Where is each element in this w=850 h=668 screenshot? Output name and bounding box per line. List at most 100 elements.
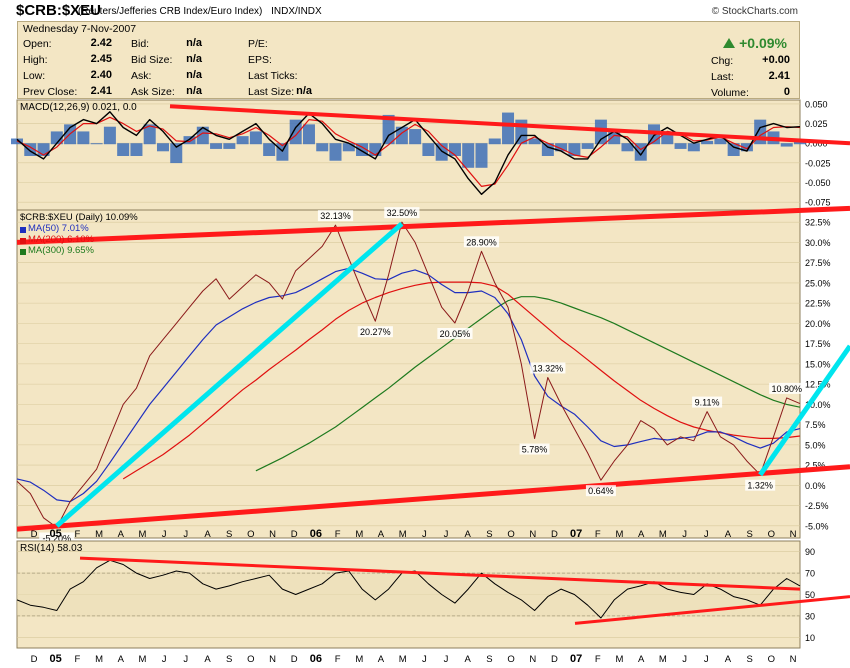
- prev-close-label: Prev Close:: [23, 86, 78, 98]
- x-tick-label: J: [422, 654, 427, 665]
- annotation-bg: [692, 396, 723, 408]
- y-tick-label: 22.5%: [805, 299, 831, 309]
- bid-size-label: Bid Size:: [131, 54, 173, 66]
- low-value: 2.40: [90, 69, 112, 81]
- x-tick-label: 05: [50, 653, 62, 665]
- x-tick-label: M: [659, 529, 667, 540]
- macd-panel: 0.050 0.025 0.000 -0.025 -0.050 -0.075 MACD(12…: [11, 99, 850, 211]
- ask-size-label: Ask Size:: [131, 86, 175, 98]
- last-size-label: Last Size:: [248, 86, 295, 98]
- x-tick-label: J: [183, 529, 188, 540]
- x-tick-label: N: [529, 654, 536, 665]
- macd-histogram-bar: [674, 143, 687, 149]
- annotation-label: 10.80%: [771, 384, 802, 394]
- macd-histogram-bar: [382, 114, 395, 145]
- annotation-bg: [463, 236, 500, 248]
- legend-entry: MA(200) 6.10%: [28, 234, 95, 245]
- annotation-label: 5.78%: [522, 445, 548, 455]
- y-tick-label: -0.075: [805, 198, 831, 208]
- x-tick-label: O: [247, 654, 254, 665]
- y-tick-label: 32.5%: [805, 218, 831, 228]
- prev-close-value: 2.41: [90, 85, 112, 97]
- last-value: 2.41: [768, 70, 790, 82]
- x-tick-label: J: [444, 654, 449, 665]
- x-tick-label: F: [74, 654, 80, 665]
- legend-swatch: [20, 238, 26, 244]
- macd-histogram-bar: [130, 143, 143, 156]
- annotation-label: 32.13%: [320, 211, 351, 221]
- x-tick-label: O: [247, 529, 254, 540]
- macd-histogram-bar: [528, 138, 541, 145]
- y-tick-label: 70: [805, 569, 815, 579]
- x-tick-label: N: [790, 654, 797, 665]
- x-tick-label: J: [422, 529, 427, 540]
- x-tick-label: J: [162, 529, 167, 540]
- annotation-bg: [530, 362, 566, 374]
- x-tick-label: A: [118, 529, 125, 540]
- annotation-label: 28.90%: [466, 237, 497, 247]
- macd-histogram-bar: [77, 131, 90, 145]
- x-tick-label: A: [118, 654, 125, 665]
- annotation-bg: [437, 327, 473, 339]
- annotation-label: 0.64%: [588, 486, 614, 496]
- macd-histogram-bar: [462, 143, 475, 168]
- macd-histogram-bar: [329, 143, 342, 161]
- x-tick-label: J: [183, 654, 188, 665]
- x-tick-label: F: [595, 654, 601, 665]
- up-arrow-icon: [723, 38, 736, 48]
- y-tick-label: 10: [805, 633, 815, 643]
- x-tick-label: M: [399, 654, 407, 665]
- x-tick-label: N: [790, 529, 797, 540]
- x-tick-label: 07: [570, 528, 582, 540]
- chg-value: +0.00: [762, 54, 790, 66]
- y-tick-label: 0.050: [805, 99, 828, 109]
- x-tick-label: D: [291, 654, 298, 665]
- panel-background: [16, 209, 801, 539]
- stats-panel: Wednesday 7-Nov-2007 Open: 2.42 High: 2.…: [17, 21, 800, 99]
- y-tick-label: 17.5%: [805, 339, 831, 349]
- macd-histogram-bar: [687, 143, 700, 152]
- x-tick-label: O: [768, 654, 775, 665]
- x-tick-label: M: [138, 529, 146, 540]
- percent-change: +0.09%: [723, 35, 787, 51]
- upper-trendline: [16, 205, 850, 245]
- x-tick-label: A: [465, 654, 472, 665]
- x-tick-label: O: [507, 529, 514, 540]
- x-tick-label: A: [465, 529, 472, 540]
- ask-label: Ask:: [131, 70, 152, 82]
- annotation-bg: [317, 210, 354, 222]
- y-tick-label: 50: [805, 590, 815, 600]
- chart-subtitle: (Reuters/Jefferies CRB Index/Euro Index)…: [78, 6, 328, 17]
- macd-histogram-bar: [90, 143, 103, 145]
- symbol-description: (Reuters/Jefferies CRB Index/Euro Index): [78, 6, 263, 17]
- x-tick-label: M: [616, 654, 624, 665]
- y-tick-label: 30.0%: [805, 238, 831, 248]
- ask-size-value: n/a: [186, 85, 202, 97]
- rsi-panel: 90 70 50 30 10 RSI(14) 58.03: [16, 540, 850, 649]
- macd-histogram-bar: [727, 143, 740, 156]
- macd-histogram-bar: [342, 143, 355, 152]
- x-tick-label: N: [269, 529, 276, 540]
- high-label: High:: [23, 54, 48, 66]
- bid-label: Bid:: [131, 38, 150, 50]
- macd-histogram-bar: [249, 131, 262, 145]
- y-tick-label: 0.0%: [805, 481, 826, 491]
- bid-size-value: n/a: [186, 53, 202, 65]
- brand-label[interactable]: © StockCharts.com: [711, 6, 798, 17]
- macd-histogram-bar: [581, 143, 594, 149]
- y-tick-label: 20.0%: [805, 319, 831, 329]
- macd-histogram-bar: [143, 124, 156, 145]
- legend-swatch: [20, 227, 26, 233]
- macd-histogram-bar: [422, 143, 435, 156]
- x-tick-label: A: [725, 654, 732, 665]
- ask-value: n/a: [186, 69, 202, 81]
- price-line: [16, 221, 801, 528]
- x-tick-label: F: [335, 654, 341, 665]
- x-tick-label: M: [616, 529, 624, 540]
- macd-histogram-bar: [568, 143, 581, 156]
- macd-line: [16, 111, 801, 195]
- x-tick-label: S: [226, 654, 232, 665]
- annotation-bg: [39, 532, 75, 544]
- annotation-bg: [519, 443, 550, 455]
